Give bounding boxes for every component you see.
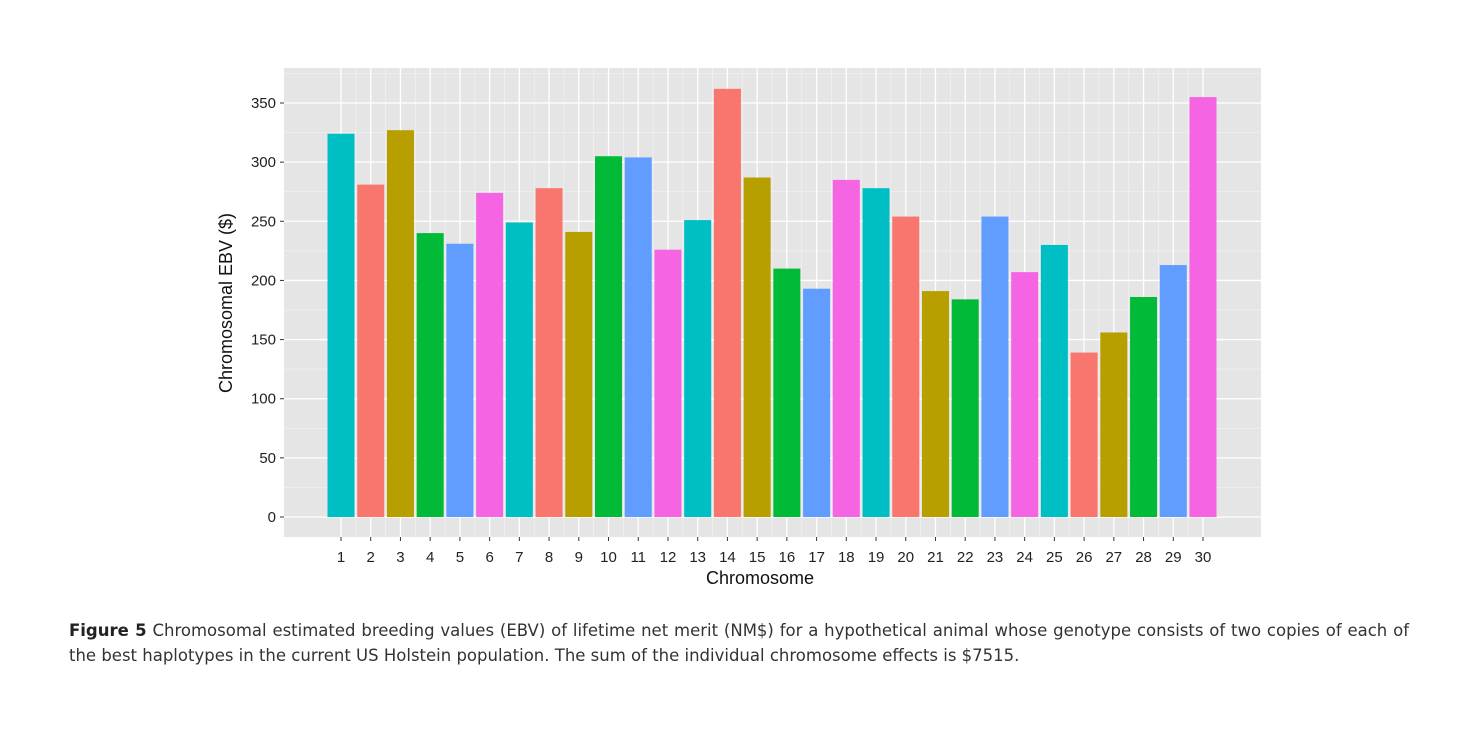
- x-tick-label: 12: [660, 549, 677, 566]
- x-axis-ticks: 1 2 3 4 5 6 7 8 9 10 11 12 13 14 15 16 17 18 19 20 21 22 23 24 2…: [337, 537, 1212, 566]
- x-tick-label: 1: [337, 549, 345, 566]
- x-tick-label: 27: [1105, 549, 1122, 566]
- bar-chromosome-1: [327, 133, 355, 518]
- bar-chromosome-26: [1070, 352, 1098, 517]
- bar-chromosome-5: [446, 243, 474, 517]
- bars: [327, 88, 1217, 518]
- x-tick-label: 30: [1195, 549, 1212, 566]
- y-tick-label: 300: [251, 154, 276, 171]
- bar-chromosome-22: [951, 299, 979, 517]
- bar-chromosome-4: [416, 233, 444, 517]
- x-tick-label: 5: [456, 549, 464, 566]
- bar-chromosome-17: [803, 288, 831, 517]
- x-tick-label: 25: [1046, 549, 1063, 566]
- bar-chromosome-7: [505, 222, 533, 517]
- bar-chromosome-6: [476, 192, 504, 517]
- x-tick-label: 16: [779, 549, 796, 566]
- x-tick-label: 11: [630, 549, 646, 566]
- x-tick-label: 18: [838, 549, 855, 566]
- caption-text: Chromosomal estimated breeding values (E…: [69, 621, 1409, 665]
- bar-chromosome-16: [773, 268, 801, 517]
- bar-chromosome-9: [565, 231, 593, 517]
- bar-chromosome-23: [981, 216, 1009, 517]
- x-tick-label: 13: [689, 549, 706, 566]
- y-tick-label: 50: [259, 450, 276, 467]
- bar-chromosome-15: [743, 177, 771, 517]
- x-tick-label: 21: [927, 549, 944, 566]
- bar-chromosome-10: [595, 156, 623, 517]
- x-tick-label: 23: [987, 549, 1004, 566]
- y-tick-label: 250: [251, 213, 276, 230]
- bar-chromosome-24: [1011, 272, 1039, 517]
- x-tick-label: 3: [396, 549, 404, 566]
- bar-chromosome-18: [832, 179, 860, 517]
- bar-chromosome-13: [684, 220, 712, 518]
- y-tick-label: 150: [251, 332, 276, 349]
- y-tick-label: 0: [268, 509, 276, 526]
- x-tick-label: 29: [1165, 549, 1182, 566]
- x-tick-label: 8: [545, 549, 553, 566]
- x-tick-label: 20: [897, 549, 914, 566]
- bar-chromosome-28: [1130, 296, 1158, 517]
- x-tick-label: 28: [1135, 549, 1152, 566]
- x-tick-label: 2: [367, 549, 375, 566]
- y-tick-label: 100: [251, 391, 276, 408]
- bar-chromosome-8: [535, 188, 563, 517]
- bar-chromosome-27: [1100, 332, 1128, 517]
- bar-chromosome-21: [921, 291, 949, 517]
- bar-chromosome-29: [1159, 265, 1187, 517]
- x-tick-label: 10: [600, 549, 617, 566]
- bar-chromosome-30: [1189, 97, 1217, 517]
- x-tick-label: 22: [957, 549, 974, 566]
- bar-chromosome-19: [862, 188, 890, 517]
- figure-label: Figure 5: [69, 621, 147, 640]
- x-tick-label: 14: [719, 549, 736, 566]
- x-tick-label: 26: [1076, 549, 1093, 566]
- bar-chromosome-20: [892, 216, 920, 517]
- y-axis-label: Chromosomal EBV ($): [216, 213, 236, 393]
- x-tick-label: 15: [749, 549, 766, 566]
- bar-chromosome-2: [357, 184, 385, 518]
- x-tick-label: 19: [868, 549, 885, 566]
- y-tick-label: 200: [251, 272, 276, 289]
- x-tick-label: 9: [575, 549, 583, 566]
- figure-caption: Figure 5 Chromosomal estimated breeding …: [69, 618, 1409, 668]
- y-tick-label: 350: [251, 95, 276, 112]
- x-axis-label: Chromosome: [706, 568, 814, 588]
- x-tick-label: 4: [426, 549, 434, 566]
- x-tick-label: 24: [1016, 549, 1033, 566]
- bar-chromosome-11: [624, 157, 652, 517]
- bar-chromosome-3: [386, 130, 414, 517]
- bar-chromosome-12: [654, 249, 682, 517]
- y-axis-ticks: 0 50 100 150 200 250 300 350: [251, 95, 284, 526]
- x-tick-label: 17: [808, 549, 825, 566]
- bar-chromosome-14: [713, 88, 741, 517]
- x-tick-label: 6: [485, 549, 493, 566]
- bar-chromosome-25: [1040, 244, 1068, 517]
- x-tick-label: 7: [515, 549, 523, 566]
